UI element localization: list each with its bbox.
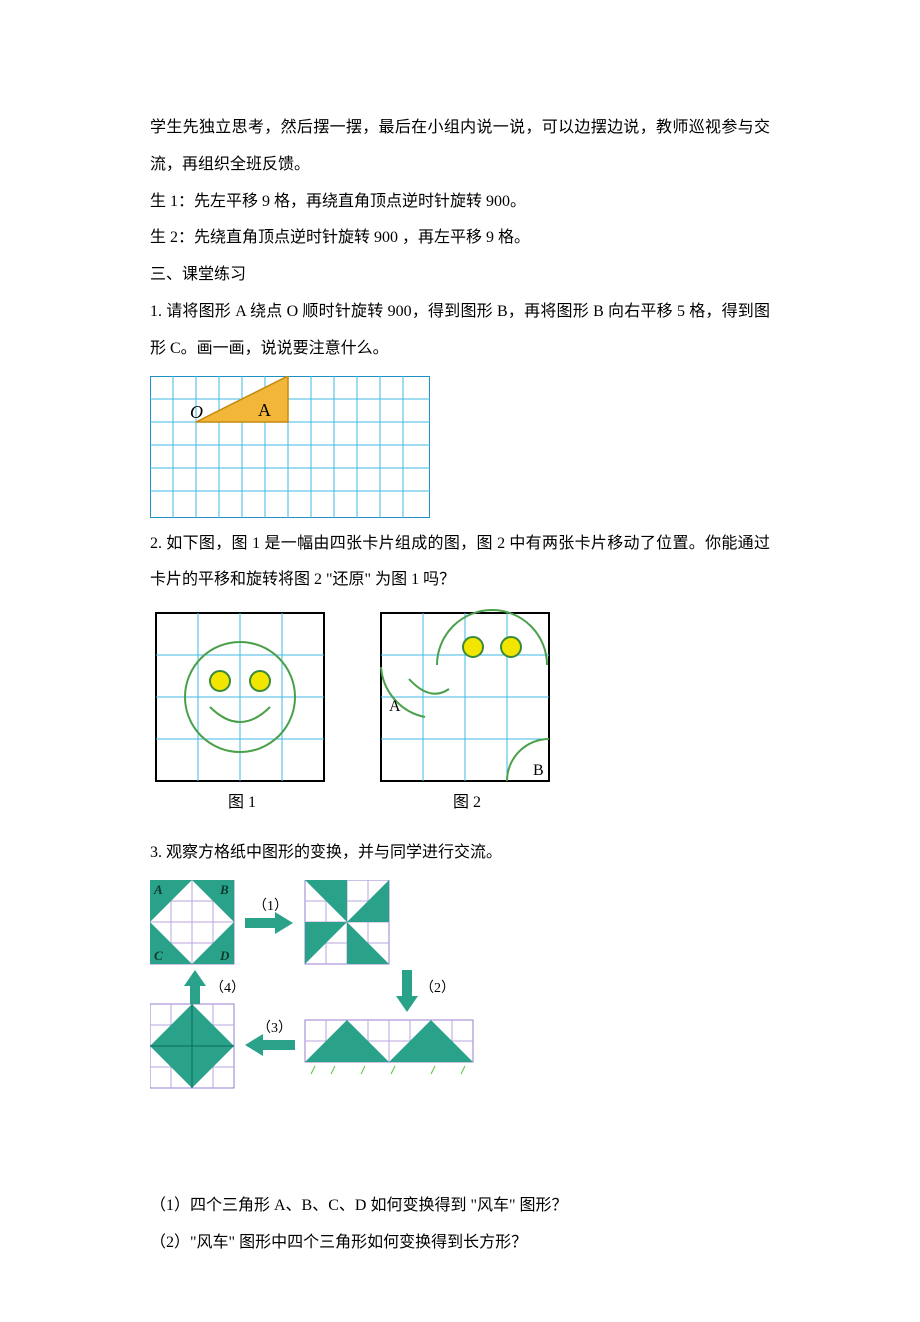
figure-2: 图 1 A xyxy=(150,607,770,827)
label-a2: A xyxy=(389,698,401,715)
paragraph: 2. 如下图，图 1 是一幅由四张卡片组成的图，图 2 中有两张卡片移动了位置。… xyxy=(150,526,770,600)
label-d3: D xyxy=(219,948,230,963)
arrow-1-label: （1） xyxy=(253,898,288,914)
caption-fig1: 图 1 xyxy=(228,794,256,811)
paragraph: 生 1：先左平移 9 格，再绕直角顶点逆时针旋转 900。 xyxy=(150,184,770,221)
label-b3: B xyxy=(219,882,229,897)
section-heading: 三、课堂练习 xyxy=(150,257,770,294)
document-page: 学生先独立思考，然后摆一摆，最后在小组内说一说，可以边摆边说，教师巡视参与交流，… xyxy=(0,0,920,1322)
paragraph: （1）四个三角形 A、B、C、D 如何变换得到 "风车" 图形？ xyxy=(150,1188,770,1225)
figure-3: A B C D （1） xyxy=(150,880,770,1180)
arrow-4-label: （4） xyxy=(210,980,245,996)
label-b2: B xyxy=(533,762,544,779)
caption-fig2: 图 2 xyxy=(453,794,481,811)
figure-1: O A xyxy=(150,376,770,518)
arrow-2-label: （2） xyxy=(420,980,455,996)
label-a: A xyxy=(258,400,271,420)
arrow-3-label: （3） xyxy=(257,1020,292,1036)
label-c3: C xyxy=(154,948,163,963)
paragraph: 生 2：先绕直角顶点逆时针旋转 900 ，再左平移 9 格。 xyxy=(150,220,770,257)
paragraph: 3. 观察方格纸中图形的变换，并与同学进行交流。 xyxy=(150,835,770,872)
figure-3-svg: A B C D （1） xyxy=(150,880,520,1180)
label-a3: A xyxy=(153,882,163,897)
label-o: O xyxy=(190,402,203,422)
paragraph: 学生先独立思考，然后摆一摆，最后在小组内说一说，可以边摆边说，教师巡视参与交流，… xyxy=(150,110,770,184)
figure-2-svg: 图 1 A xyxy=(150,607,570,827)
paragraph: （2）"风车" 图形中四个三角形如何变换得到长方形？ xyxy=(150,1225,770,1262)
paragraph: 1. 请将图形 A 绕点 O 顺时针旋转 900，得到图形 B，再将图形 B 向… xyxy=(150,294,770,368)
figure-1-svg: O A xyxy=(150,376,430,518)
